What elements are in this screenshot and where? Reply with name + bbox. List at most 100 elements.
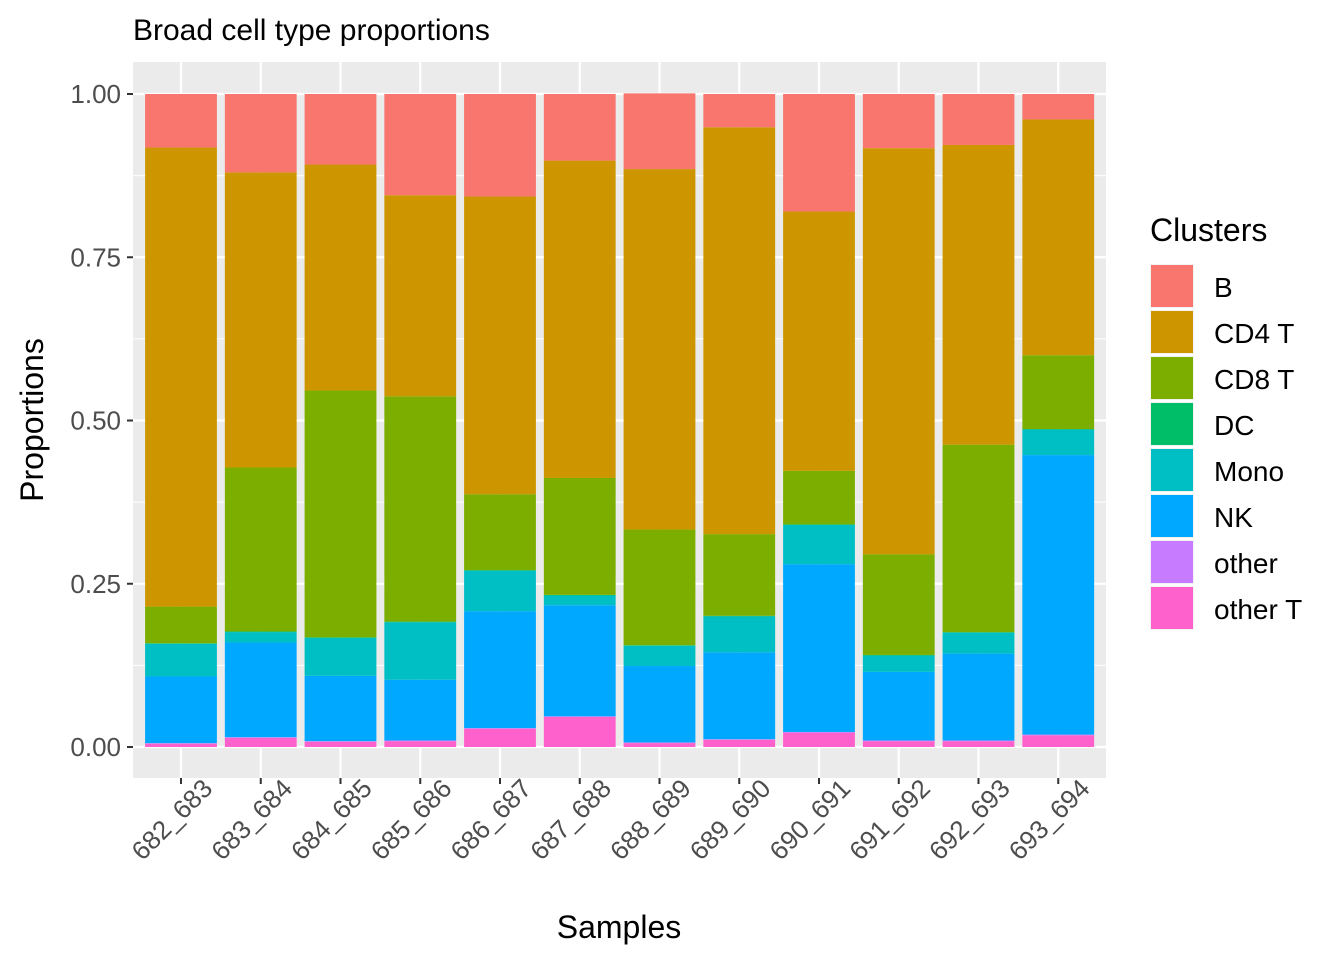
bar-segment-other-t-690-691 — [783, 732, 855, 747]
legend-label-other-t: other T — [1214, 594, 1302, 625]
bar-segment-other-687-688 — [543, 716, 616, 717]
bar-segment-dc-693-694 — [1022, 428, 1095, 430]
bar-segment-cd4-t-688-689 — [623, 169, 696, 530]
legend-item-cd4-t: CD4 T — [1150, 310, 1294, 354]
bar-segment-mono-685-686 — [384, 622, 457, 680]
x-tick-label: 684_685 — [285, 773, 378, 866]
bar-segment-cd4-t-690-691 — [783, 211, 855, 471]
y-tick-label: 1.00 — [70, 79, 121, 109]
bar-segment-nk-684-685 — [304, 675, 377, 742]
legend-key-mono — [1151, 449, 1193, 491]
bar-segment-nk-693-694 — [1022, 455, 1095, 735]
legend-label-mono: Mono — [1214, 456, 1284, 487]
bar-segment-cd4-t-693-694 — [1022, 119, 1095, 356]
bar-segment-nk-691-692 — [862, 671, 935, 741]
plot-panel — [133, 62, 1106, 778]
legend-key-cd8-t — [1151, 357, 1193, 399]
bar-segment-dc-692-693 — [942, 632, 1015, 633]
legend-items: B CD4 T CD8 T DC Mono NK other other T — [1150, 264, 1302, 630]
bar-segment-other-t-683-684 — [224, 737, 297, 747]
bar-segment-mono-692-693 — [942, 632, 1015, 654]
legend-item-other-t: other T — [1150, 586, 1302, 630]
bar-segment-other-t-693-694 — [1022, 735, 1095, 747]
bar-segment-dc-683-684 — [224, 631, 297, 633]
bar-segment-cd8-t-688-689 — [623, 529, 696, 646]
bar-segment-b-687-688 — [543, 94, 616, 161]
bar-segment-dc-684-685 — [304, 637, 377, 638]
bar-segment-mono-684-685 — [304, 637, 377, 676]
legend-label-cd8-t: CD8 T — [1214, 364, 1294, 395]
bar-segment-mono-693-694 — [1022, 429, 1095, 456]
x-axis-title: Samples — [557, 909, 682, 945]
y-axis: 0.00 0.25 0.50 0.75 1.00 — [70, 79, 133, 762]
bar-segment-other-t-688-689 — [623, 743, 696, 747]
legend-label-other: other — [1214, 548, 1278, 579]
legend-key-b — [1151, 265, 1193, 307]
bar-segment-cd4-t-682-683 — [145, 147, 217, 607]
legend-label-b: B — [1214, 272, 1233, 303]
y-tick-label: 0.75 — [70, 242, 121, 272]
bar-segment-cd4-t-684-685 — [304, 164, 377, 391]
x-tick-label: 686_687 — [444, 773, 537, 866]
bar-segment-nk-686-687 — [464, 611, 536, 729]
bar-segment-other-689-690 — [703, 739, 776, 740]
bar-segment-cd4-t-687-688 — [543, 160, 616, 478]
legend-label-cd4-t: CD4 T — [1214, 318, 1294, 349]
bar-segment-mono-687-688 — [543, 595, 616, 606]
x-tick-label: 689_690 — [684, 773, 777, 866]
legend-key-other-t — [1151, 587, 1193, 629]
bar-segment-cd4-t-689-690 — [703, 127, 776, 535]
bar-segment-cd8-t-685-686 — [384, 396, 457, 622]
bar-segment-other-684-685 — [304, 741, 377, 742]
bar-segment-mono-683-684 — [224, 632, 297, 643]
legend-item-b: B — [1150, 264, 1233, 308]
bar-segment-other-t-684-685 — [304, 741, 377, 747]
bar-segment-other-685-686 — [384, 740, 457, 742]
bar-segment-cd8-t-689-690 — [703, 534, 776, 616]
bar-segment-mono-682-683 — [145, 643, 217, 677]
bar-segment-cd8-t-691-692 — [862, 554, 935, 655]
legend-item-dc: DC — [1150, 402, 1254, 446]
bar-segment-nk-688-689 — [623, 666, 696, 743]
bar-segment-dc-691-692 — [862, 654, 935, 656]
bar-segment-other-688-689 — [623, 742, 696, 744]
legend-item-mono: Mono — [1150, 448, 1284, 492]
bar-segment-cd4-t-685-686 — [384, 195, 457, 397]
bar-segment-cd8-t-682-683 — [145, 606, 217, 644]
bar-segment-dc-686-687 — [464, 570, 536, 571]
legend-key-nk — [1151, 495, 1193, 537]
x-tick-label: 688_689 — [604, 773, 697, 866]
legend-key-cd4-t — [1151, 311, 1193, 353]
x-tick-label: 685_686 — [365, 773, 458, 866]
bar-segment-cd4-t-692-693 — [942, 144, 1015, 445]
bar-segment-nk-692-693 — [942, 653, 1015, 741]
bars — [145, 93, 1095, 747]
bar-segment-other-686-687 — [464, 728, 536, 729]
bar-segment-other-t-686-687 — [464, 728, 536, 747]
x-tick-label: 682_683 — [125, 773, 218, 866]
bar-segment-dc-689-690 — [703, 615, 776, 617]
bar-segment-other-693-694 — [1022, 734, 1095, 736]
bar-segment-b-693-694 — [1022, 94, 1095, 120]
bar-segment-nk-689-690 — [703, 652, 776, 740]
bar-segment-b-688-689 — [623, 93, 696, 170]
bar-segment-b-682-683 — [145, 94, 217, 148]
x-tick-label: 691_692 — [843, 773, 936, 866]
x-tick-label: 690_691 — [763, 773, 856, 866]
bar-segment-dc-687-688 — [543, 594, 616, 596]
x-tick-label: 693_694 — [1003, 773, 1096, 866]
bar-segment-nk-690-691 — [783, 564, 855, 732]
bar-segment-nk-682-683 — [145, 676, 217, 744]
legend-key-other — [1151, 541, 1193, 583]
bar-segment-cd4-t-691-692 — [862, 148, 935, 555]
y-tick-label: 0.50 — [70, 406, 121, 436]
bar-segment-other-682-683 — [145, 743, 217, 744]
bar-segment-cd8-t-686-687 — [464, 494, 536, 571]
bar-segment-dc-690-691 — [783, 524, 855, 525]
bar-segment-cd8-t-683-684 — [224, 467, 297, 632]
bar-segment-b-690-691 — [783, 94, 855, 212]
bar-segment-mono-686-687 — [464, 570, 536, 612]
chart-title: Broad cell type proportions — [133, 14, 490, 47]
bar-segment-b-691-692 — [862, 94, 935, 149]
